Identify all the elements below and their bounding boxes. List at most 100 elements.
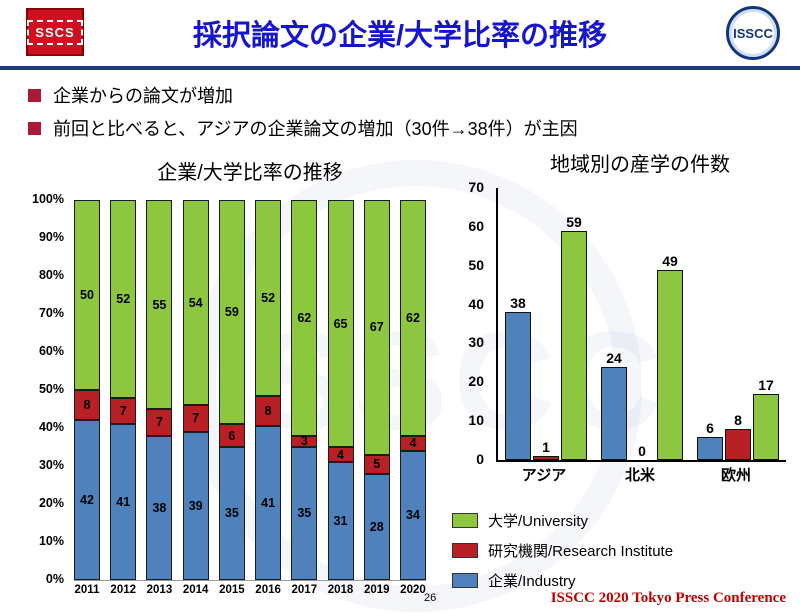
bar-value-label: 8 [264, 403, 272, 418]
stacked-bar: 52 7 41 [110, 200, 137, 580]
x-tick-label: 2015 [219, 584, 245, 596]
bar-value-label: 41 [116, 495, 131, 510]
grouped-chart-yaxis: 70 60 50 40 30 20 10 0 [448, 179, 492, 467]
grouped-chart-xaxis: アジア 北米 欧州 [496, 464, 784, 485]
bar-segment: 7 [146, 409, 173, 436]
bar-segment: 55 [146, 200, 173, 409]
y-tick-label: 40% [38, 420, 64, 434]
bar-value-label: 55 [152, 297, 167, 312]
grouped-bar-wrap: 17 [753, 188, 779, 460]
bar-value-label: 7 [119, 403, 127, 418]
bar-segment: 41 [255, 425, 282, 580]
legend-label: 研究機関/Research Institute [488, 543, 674, 560]
grouped-bar-wrap: 24 [601, 188, 627, 460]
bar-value-label: 24 [606, 349, 622, 366]
stacked-bar: 55 7 38 [146, 200, 173, 580]
stacked-bar: 59 6 35 [218, 200, 245, 580]
bar-value-label: 38 [152, 500, 167, 515]
y-tick-label: 30 [468, 334, 484, 351]
bar-value-label: 41 [261, 495, 276, 510]
stacked-chart-yaxis: 100% 90% 80% 70% 60% 50% 40% 30% 20% 10% 0% [18, 192, 70, 586]
grouped-bar [753, 393, 779, 460]
bar-value-label: 62 [406, 310, 420, 325]
bar-segment: 34 [399, 450, 426, 580]
y-tick-label: 20 [468, 373, 484, 390]
bar-value-label: 42 [80, 493, 94, 508]
x-tick-label: アジア [521, 467, 567, 484]
bullet-text: 前回と比べると、アジアの企業論文の増加（30件→38件）が主因 [53, 119, 578, 139]
bar-value-label: 52 [261, 290, 276, 305]
bar-segment: 31 [327, 462, 354, 580]
stacked-bar: 62 4 34 [399, 200, 426, 580]
grouped-bar-wrap: 59 [561, 188, 587, 460]
bar-segment: 38 [146, 435, 173, 580]
sscs-logo-label: SSCS [27, 19, 83, 45]
bar-group: 24 0 49 [594, 188, 690, 460]
grouped-bar [533, 456, 559, 460]
bar-value-label: 4 [337, 447, 345, 462]
x-tick-label: 2018 [327, 584, 354, 596]
legend-label: 大学/University [488, 513, 589, 530]
legend-swatch [452, 543, 478, 558]
x-tick-label: 2011 [74, 584, 100, 596]
x-tick-label: 2014 [182, 584, 209, 596]
bar-segment: 7 [110, 397, 137, 425]
bar-segment: 4 [399, 435, 426, 451]
bar-value-label: 59 [224, 305, 239, 320]
y-tick-label: 0 [476, 451, 484, 467]
isscc-logo-label: ISSCC [733, 25, 773, 41]
bar-segment: 54 [182, 200, 209, 406]
bar-value-label: 5 [373, 457, 381, 472]
x-tick-label: 欧州 [720, 467, 751, 484]
x-tick-label: 2020 [400, 584, 426, 596]
bar-segment: 8 [255, 395, 282, 426]
bar-value-label: 7 [155, 415, 163, 430]
grouped-bar [505, 312, 531, 460]
grouped-bar [561, 230, 587, 460]
grouped-bar-wrap: 1 [533, 188, 559, 460]
bar-segment: 52 [110, 200, 137, 398]
bar-value-label: 31 [333, 514, 348, 529]
bar-value-label: 67 [369, 320, 384, 335]
bar-segment: 59 [218, 200, 245, 425]
legend-swatch [452, 513, 478, 528]
y-tick-label: 60% [38, 344, 64, 358]
bar-segment: 35 [218, 446, 245, 580]
bar-value-label: 62 [297, 310, 312, 325]
y-tick-label: 80% [38, 268, 64, 282]
sscs-logo: SSCS [26, 8, 84, 56]
bar-segment: 67 [363, 200, 390, 455]
grouped-bar [725, 428, 751, 460]
bar-value-label: 1 [542, 439, 550, 456]
bar-group: 38 1 59 [498, 188, 594, 460]
bullet-list: 企業からの論文が増加 前回と比べると、アジアの企業論文の増加（30件→38件）が… [28, 82, 578, 148]
grouped-bar [601, 366, 627, 460]
stacked-chart: 企業/大学比率の推移 100% 90% 80% 70% 60% 50% 40% 30% 20% 1… [18, 142, 442, 612]
isscc-logo: ISSCC [726, 6, 780, 60]
bar-value-label: 49 [662, 252, 678, 269]
bar-segment: 42 [74, 420, 100, 580]
header: SSCS 採択論文の企業/大学比率の推移 ISSCC [0, 0, 800, 66]
stacked-chart-xaxis: 2011 2012 2013 2014 2015 2016 2017 2018 2019 2020 [74, 584, 426, 596]
y-tick-label: 100% [32, 192, 64, 206]
bar-segment: 4 [327, 447, 354, 463]
legend-item: 企業/Industry [452, 570, 673, 591]
grouped-bar-wrap: 6 [697, 188, 723, 460]
y-tick-label: 70% [38, 306, 64, 320]
bar-segment: 6 [218, 424, 245, 447]
bullet-item: 企業からの論文が増加 [28, 82, 578, 108]
bar-value-label: 50 [80, 288, 94, 302]
bar-value-label: 28 [369, 519, 384, 534]
bar-value-label: 35 [297, 506, 312, 521]
stacked-bar: 67 5 28 [363, 200, 390, 580]
chart-legend: 大学/University 研究機関/Research Institute 企業/I… [452, 510, 673, 600]
y-tick-label: 50 [468, 256, 484, 273]
bar-segment: 52 [255, 200, 282, 396]
grouped-bar-wrap: 8 [725, 188, 751, 460]
bar-segment: 7 [182, 405, 209, 432]
bar-value-label: 4 [409, 436, 417, 451]
x-tick-label: 2012 [110, 584, 137, 596]
legend-item: 研究機関/Research Institute [452, 540, 673, 561]
bar-segment: 28 [363, 473, 390, 580]
